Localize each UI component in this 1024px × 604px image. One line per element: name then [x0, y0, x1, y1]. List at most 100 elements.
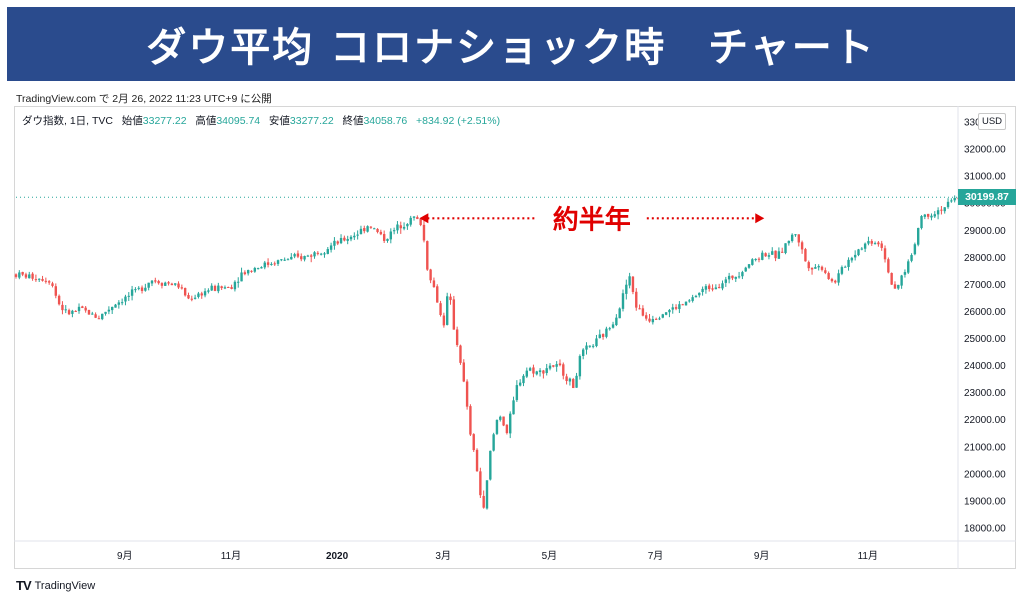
candle-body [605, 328, 608, 337]
tradingview-footer[interactable]: TV TradingView [16, 578, 95, 593]
candle-body [266, 262, 270, 265]
candle-body [565, 376, 568, 381]
candle-body [419, 218, 422, 225]
last-price-tag: 30199.87 [958, 189, 1016, 205]
candle-body [890, 273, 893, 285]
candle-body [256, 268, 260, 270]
candle-body [475, 449, 479, 472]
y-tick-label: 19000.00 [964, 496, 1006, 507]
candle-body [243, 272, 247, 275]
candle-body [817, 266, 820, 268]
candle-body [784, 243, 787, 254]
candle-body [445, 296, 449, 325]
candle-body [847, 259, 850, 267]
candle-body [933, 214, 936, 217]
candle-body [373, 228, 376, 230]
candle-body [850, 257, 854, 261]
candle-body [704, 286, 708, 290]
candle-body [747, 264, 751, 268]
candle-body [708, 285, 711, 290]
candle-body [339, 237, 343, 244]
candle-body [21, 271, 24, 275]
candle-body [936, 210, 940, 215]
candle-body [548, 365, 552, 369]
candle-body [183, 288, 187, 296]
candle-body [18, 272, 21, 278]
candle-body [727, 275, 731, 280]
candle-body [946, 201, 950, 208]
candle-body [61, 304, 64, 311]
candle-body [916, 228, 920, 245]
candle-body [757, 258, 761, 260]
annotation-label: 約半年 [553, 204, 631, 235]
candle-body [412, 216, 416, 218]
candle-body [57, 295, 61, 305]
candle-body [767, 255, 771, 257]
x-tick-label: 3月 [435, 550, 451, 562]
candle-body [323, 253, 326, 255]
candle-body [283, 259, 286, 261]
candle-body [923, 214, 927, 217]
candle-body [426, 241, 429, 270]
candle-body [386, 238, 389, 241]
y-tick-label: 21000.00 [964, 442, 1006, 453]
candle-body [714, 287, 718, 290]
candle-body [140, 287, 144, 291]
currency-button[interactable]: USD [978, 113, 1006, 130]
candle-body [44, 280, 48, 282]
y-tick-label: 26000.00 [964, 307, 1006, 318]
annotation-arrowhead-left [419, 213, 429, 224]
legend-high-value: 34095.74 [216, 115, 261, 127]
candle-body [369, 226, 373, 228]
candle-body [635, 291, 638, 308]
candle-body [406, 224, 409, 227]
candle-body [499, 416, 502, 420]
candle-body [741, 272, 744, 277]
candle-body [761, 252, 764, 260]
candle-body [678, 304, 681, 310]
x-tick-label: 2020 [326, 551, 349, 562]
candle-body [396, 224, 399, 231]
candle-body [227, 286, 230, 288]
candle-body [87, 309, 91, 315]
candle-body [807, 262, 810, 269]
candle-body [628, 276, 631, 286]
candle-body [160, 283, 164, 286]
published-line: TradingView.com で 2月 26, 2022 11:23 UTC+… [16, 93, 272, 105]
candle-body [877, 242, 880, 245]
candle-body [379, 231, 383, 235]
candle-body [595, 338, 598, 347]
candle-body [117, 302, 121, 305]
candle-body [512, 400, 515, 415]
candle-body [217, 285, 220, 292]
candle-body [230, 287, 233, 289]
candle-body [664, 312, 668, 315]
candle-body [349, 236, 353, 240]
candle-body [598, 334, 601, 339]
candle-body [336, 241, 339, 244]
candle-body [333, 240, 336, 246]
candle-body [880, 243, 883, 248]
candle-body [910, 254, 913, 261]
candle-body [631, 276, 635, 292]
candle-body [920, 216, 923, 229]
candle-body [452, 299, 456, 330]
y-tick-label: 31000.00 [964, 172, 1006, 183]
candle-body [645, 315, 648, 319]
candle-body [449, 296, 452, 301]
y-tick-label: 20000.00 [964, 469, 1006, 480]
candle-body [638, 308, 641, 310]
legend-symbol: ダウ指数, 1日, TVC [22, 115, 114, 127]
candle-body [157, 281, 160, 284]
candle-body [237, 281, 240, 283]
candle-body [356, 234, 359, 236]
candle-body [857, 249, 860, 256]
candle-body [104, 311, 107, 314]
ohlc-legend: ダウ指数, 1日, TVC 始値33277.22 高値34095.74 安値33… [22, 113, 500, 128]
chart-canvas[interactable]: 約半年 18000.00 19000.00 20000.00 21000.00 2200… [14, 106, 1016, 569]
candle-body [615, 317, 618, 326]
candle-body [542, 370, 545, 374]
candle-body [392, 230, 396, 232]
legend-low-label: 安値 [268, 115, 290, 127]
y-tick-label: 28000.00 [964, 253, 1006, 264]
